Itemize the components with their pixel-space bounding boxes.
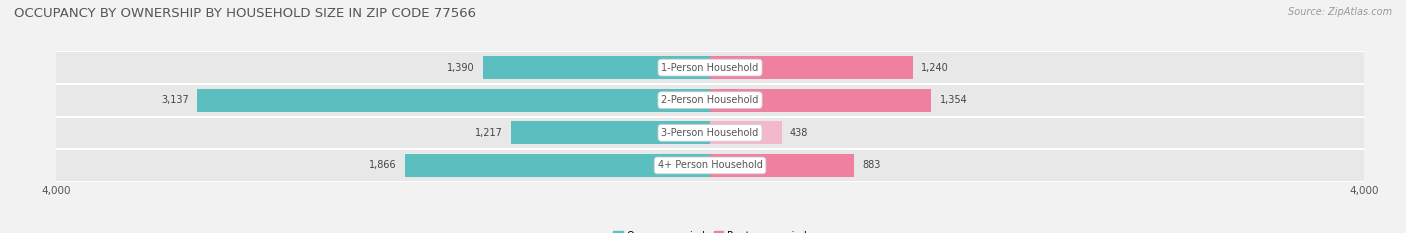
Text: 3-Person Household: 3-Person Household — [661, 128, 759, 138]
Bar — [56, 116, 1364, 149]
Bar — [710, 154, 855, 177]
Text: 2-Person Household: 2-Person Household — [661, 95, 759, 105]
Text: 1,217: 1,217 — [475, 128, 503, 138]
Text: 3,137: 3,137 — [162, 95, 190, 105]
Bar — [482, 56, 710, 79]
Bar — [710, 89, 931, 112]
Bar — [56, 51, 1364, 84]
Text: 1,866: 1,866 — [370, 161, 396, 170]
Text: Source: ZipAtlas.com: Source: ZipAtlas.com — [1288, 7, 1392, 17]
Bar — [56, 149, 1364, 182]
Text: OCCUPANCY BY OWNERSHIP BY HOUSEHOLD SIZE IN ZIP CODE 77566: OCCUPANCY BY OWNERSHIP BY HOUSEHOLD SIZE… — [14, 7, 477, 20]
Text: 1-Person Household: 1-Person Household — [661, 63, 759, 72]
Legend: Owner-occupied, Renter-occupied: Owner-occupied, Renter-occupied — [609, 227, 811, 233]
Bar — [197, 89, 710, 112]
Text: 1,390: 1,390 — [447, 63, 475, 72]
Text: 1,354: 1,354 — [939, 95, 967, 105]
Text: 1,240: 1,240 — [921, 63, 949, 72]
Bar — [512, 121, 710, 144]
Text: 4+ Person Household: 4+ Person Household — [658, 161, 762, 170]
Bar — [405, 154, 710, 177]
Bar — [710, 121, 782, 144]
Text: 883: 883 — [862, 161, 882, 170]
Text: 438: 438 — [790, 128, 808, 138]
Bar — [56, 84, 1364, 116]
Bar — [710, 56, 912, 79]
